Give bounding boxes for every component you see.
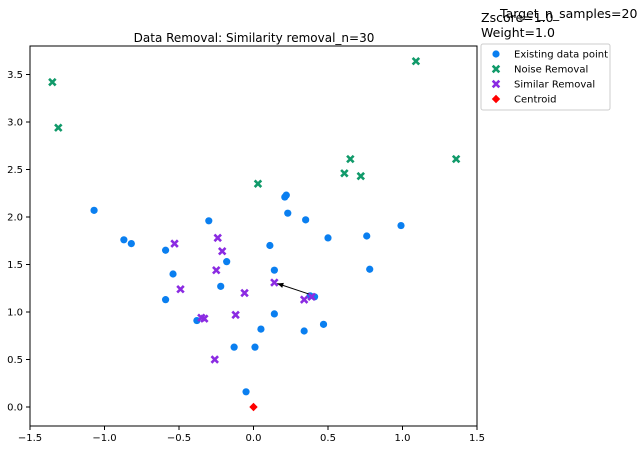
legend: Existing data point Noise Removal Similar … xyxy=(480,43,611,111)
series-noise-removal xyxy=(48,56,461,188)
similar-removal-point xyxy=(170,239,179,248)
similar-removal-point xyxy=(213,233,222,243)
existing-data-point-point xyxy=(242,388,250,396)
y-tick-label: 1.5 xyxy=(7,260,23,271)
similar-removal-point xyxy=(231,310,240,320)
legend-marker-existing-data-point xyxy=(492,50,500,58)
existing-data-point-point xyxy=(205,217,213,225)
y-tick-label: 1.0 xyxy=(7,308,23,319)
annotation-target-n-samples: Target_n_samples=20 xyxy=(499,6,637,21)
y-tick-label: 0.5 xyxy=(7,355,23,366)
legend-marker-similar-removal xyxy=(491,79,501,89)
existing-data-point-point xyxy=(270,310,278,318)
existing-data-point-point xyxy=(363,232,371,240)
noise-removal-point xyxy=(411,56,421,66)
centroid-point xyxy=(249,402,258,412)
noise-removal-point xyxy=(356,171,365,181)
similar-removal-point xyxy=(197,313,206,322)
arrow-head xyxy=(277,282,284,288)
existing-data-point-point xyxy=(161,296,170,304)
x-tick-label: 1.0 xyxy=(395,433,411,444)
existing-data-point-point xyxy=(284,209,292,217)
existing-data-point-point xyxy=(397,221,405,230)
x-tick-label: −0.5 xyxy=(167,433,191,444)
x-tick-label: −1.0 xyxy=(92,433,116,444)
existing-data-point-point xyxy=(266,241,274,250)
chart-title: Data Removal: Similarity removal_n=30 xyxy=(134,31,375,45)
existing-data-point-point xyxy=(127,240,135,248)
annotation-zscore: Zscore=1.0 xyxy=(481,10,554,25)
annotation-weight: Weight=1.0 xyxy=(481,25,555,40)
existing-data-point-point xyxy=(282,191,290,199)
noise-removal-point xyxy=(48,77,57,87)
similar-removal-point xyxy=(210,355,219,364)
legend-marker-centroid xyxy=(491,94,501,104)
existing-data-point-point xyxy=(366,265,374,273)
legend-label-existing-data-point: Existing data point xyxy=(514,50,608,61)
noise-removal-point xyxy=(451,154,461,164)
existing-data-point-point xyxy=(217,282,225,290)
existing-data-point-point xyxy=(120,236,128,244)
plot-frame xyxy=(29,45,478,427)
legend-label-similar-removal: Similar Removal xyxy=(514,80,595,91)
existing-data-point-point xyxy=(161,246,170,254)
similar-removal-point xyxy=(217,246,227,256)
noise-removal-point xyxy=(253,179,263,188)
existing-data-point-point xyxy=(257,325,265,333)
similar-removal-point xyxy=(307,292,316,302)
y-tick-label: 0.0 xyxy=(7,403,23,414)
existing-data-point-point xyxy=(223,258,231,266)
existing-data-point-point xyxy=(251,343,259,351)
series-similar-removal xyxy=(170,233,316,364)
series-centroid xyxy=(249,402,258,412)
legend-label-noise-removal: Noise Removal xyxy=(514,65,588,76)
legend-label-centroid: Centroid xyxy=(514,95,557,106)
y-tick-label: 3.5 xyxy=(7,70,23,81)
y-tick-label: 2.0 xyxy=(7,213,23,224)
x-tick-label: 0.5 xyxy=(320,433,336,444)
legend-marker-noise-removal xyxy=(491,64,501,74)
existing-data-point-point xyxy=(230,343,238,351)
existing-data-point-point xyxy=(300,327,308,335)
noise-removal-point xyxy=(54,123,63,132)
plot-axes: −1.5 −1.0 −0.5 0.0 0.5 1.0 1.5 0.0 0.5 1.0 1.5 2.0 2… xyxy=(7,45,485,444)
legend-frame xyxy=(480,43,611,111)
similar-removal-point xyxy=(212,265,221,275)
noise-removal-point xyxy=(346,154,355,164)
x-tick-label: 0.0 xyxy=(246,433,262,444)
similar-removal-point xyxy=(299,295,309,304)
existing-data-point-point xyxy=(90,206,98,214)
x-tick-label: 1.5 xyxy=(469,433,485,444)
similar-removal-point xyxy=(270,278,279,287)
data-points xyxy=(48,56,461,412)
noise-removal-point xyxy=(340,169,349,178)
series-existing-data-point xyxy=(90,191,405,396)
existing-data-point-point xyxy=(319,320,328,328)
x-tick-label: −1.5 xyxy=(18,433,42,444)
existing-data-point-point xyxy=(324,234,332,242)
existing-data-point-point xyxy=(302,216,310,224)
y-tick-label: 2.5 xyxy=(7,165,23,176)
existing-data-point-point xyxy=(270,266,278,274)
y-tick-label: 3.0 xyxy=(7,118,23,129)
existing-data-point-point xyxy=(169,270,177,278)
similar-removal-point xyxy=(176,284,185,294)
similar-removal-point xyxy=(240,288,249,298)
